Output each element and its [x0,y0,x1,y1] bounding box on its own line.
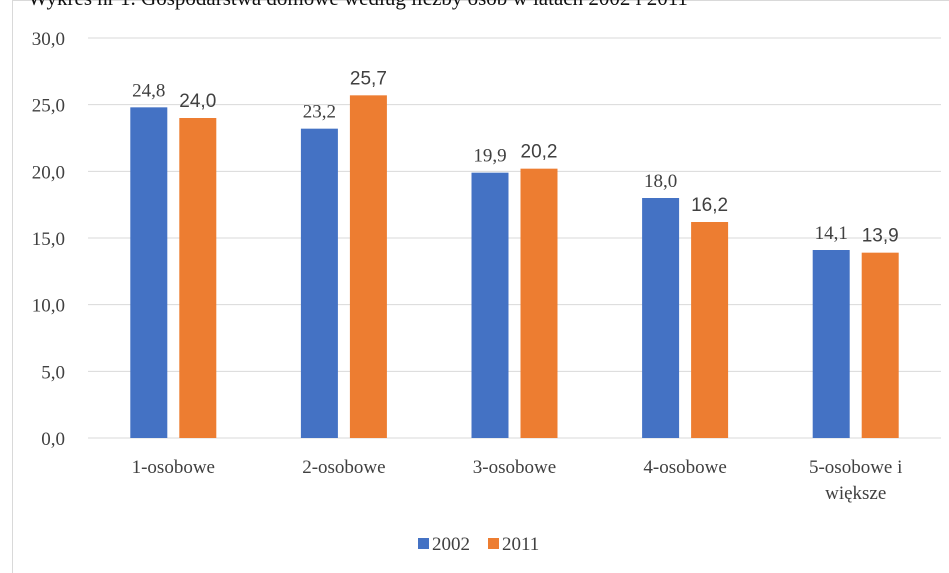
y-tick-label: 25,0 [32,96,65,117]
data-label: 25,7 [350,68,387,89]
bar-2011 [861,252,899,438]
bars: 24,8 24,0 23,2 25,7 19,9 20,2 18,0 16,2 14,1 13,9 [130,68,899,438]
data-label: 23,2 [303,102,336,123]
y-tick-label: 20,0 [32,162,65,183]
legend-swatch-2011 [488,538,499,549]
bar-2011 [349,95,387,438]
y-tick-label: 5,0 [41,362,65,383]
x-tick-label: 4-osobowe [643,457,726,478]
bar-2002 [300,128,338,438]
x-tick-label: większe [825,483,886,504]
legend: 2002 2011 [418,534,539,555]
y-tick-label: 0,0 [41,429,65,450]
legend-label: 2002 [432,534,470,555]
data-label: 13,9 [862,226,899,247]
bar-2002 [471,172,509,438]
bar-2011 [179,118,217,438]
bar-2011 [520,168,558,438]
y-tick-label: 10,0 [32,296,65,317]
x-tick-label: 2-osobowe [302,457,385,478]
chart-frame [12,0,949,573]
x-tick-label: 5-osobowe i [809,457,902,478]
legend-label: 2011 [502,534,539,555]
x-axis: 1-osobowe 2-osobowe 3-osobowe 4-osobowe 5-os… [132,457,903,504]
data-label: 24,8 [132,80,165,101]
x-tick-label: 3-osobowe [473,457,556,478]
data-label: 18,0 [644,171,677,192]
data-label: 19,9 [473,146,506,167]
x-tick-label: 1-osobowe [132,457,215,478]
y-tick-label: 30,0 [32,29,65,50]
data-label: 16,2 [691,195,728,216]
bar-2002 [130,107,168,438]
legend-swatch-2002 [418,538,429,549]
data-label: 14,1 [815,223,848,244]
bar-2011 [691,222,729,438]
chart-title: Wykres nr 1. Gospodarstwa domowe według … [28,0,688,11]
data-label: 24,0 [179,91,216,112]
data-label: 20,2 [521,142,558,163]
y-tick-label: 15,0 [32,229,65,250]
bar-2002 [642,198,680,438]
bar-2002 [812,250,850,438]
y-axis: 0,0 5,0 10,0 15,0 20,0 25,0 30,0 [32,29,65,450]
gridlines [88,37,941,439]
